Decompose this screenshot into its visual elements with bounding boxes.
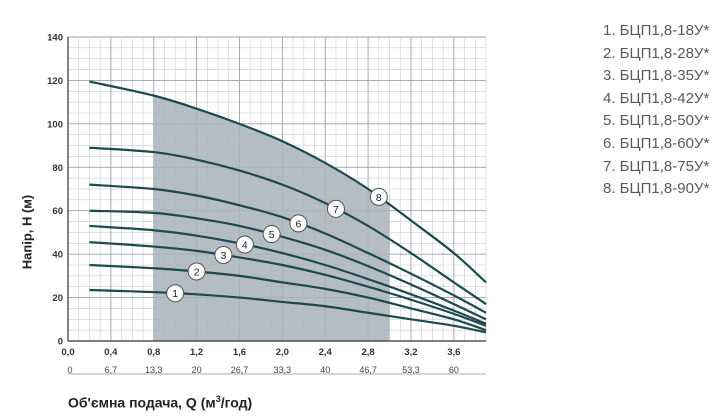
legend-item: 5. БЦП1,8-50У*: [603, 112, 710, 130]
x2-tick-label: 46,7: [359, 365, 377, 375]
legend-item: 3. БЦП1,8-35У*: [603, 67, 710, 85]
x2-tick-label: 40: [320, 365, 330, 375]
curve-series-8: [89, 80, 487, 284]
y-axis-label: Напір, H (м): [19, 194, 35, 270]
curve-marker-8: [369, 187, 388, 206]
axes: [67, 37, 486, 375]
working-range-area: [153, 95, 390, 341]
y-tick-label: 0: [58, 337, 63, 348]
legend-item: 6. БЦП1,8-60У*: [603, 134, 710, 152]
x2-tick-label: 20: [192, 365, 202, 375]
x-tick-label: 2,0: [276, 347, 289, 358]
curve-marker-label-7: 7: [333, 204, 339, 216]
curve-marker-1: [166, 284, 185, 303]
x-tick-label: 2,8: [361, 347, 374, 358]
curve-marker-2: [187, 262, 206, 281]
curve-marker-label-6: 6: [296, 218, 302, 230]
curve-series-2: [89, 263, 487, 332]
curve-marker-label-2: 2: [194, 267, 200, 279]
x-tick-label: 2,4: [319, 347, 333, 358]
x2-tick-label: 6,7: [105, 365, 118, 375]
legend-item: 7. БЦП1,8-75У*: [603, 157, 710, 175]
y-tick-label: 120: [47, 76, 63, 87]
legend: 1. БЦП1,8-18У* 2. БЦП1,8-28У* 3. БЦП1,8-35…: [603, 20, 709, 201]
curve-marker-4: [235, 235, 254, 254]
y-tick-label: 80: [52, 163, 63, 174]
curve-marker-label-8: 8: [376, 192, 382, 204]
curve-series-5: [89, 209, 487, 321]
x-tick-label: 0,0: [61, 347, 74, 358]
y-tick-label: 20: [52, 293, 63, 304]
y-tick-label: 140: [47, 33, 63, 44]
curves: [89, 80, 487, 334]
legend-item: 1. БЦП1,8-18У*: [603, 22, 710, 39]
curve-marker-label-1: 1: [172, 288, 178, 300]
x-axis-label-end: /год): [220, 394, 253, 411]
curve-marker-3: [214, 245, 233, 264]
x2-tick-label: 33,3: [274, 365, 292, 375]
y-tick-label: 100: [47, 119, 63, 130]
curve-marker-5: [262, 225, 281, 244]
x-tick-label: 1,2: [190, 347, 203, 358]
legend-item: 8. БЦП1,8-90У*: [603, 180, 710, 198]
curve-markers: 1 2 3 4 5 6 7 8: [166, 187, 388, 303]
curve-marker-label-3: 3: [220, 250, 226, 262]
legend-item: 4. БЦП1,8-42У*: [603, 89, 710, 107]
x-tick-label: 1,6: [233, 347, 246, 358]
y-tick-label: 40: [52, 250, 63, 261]
curve-series-4: [89, 224, 487, 325]
x-axis-label: Об'ємна подача, Q (м3/год): [68, 394, 252, 411]
curve-marker-6: [289, 214, 308, 233]
x2-tick-label: 60: [449, 365, 459, 375]
x-tick-label: 0,8: [147, 347, 160, 358]
shaded-working-range: [153, 95, 390, 341]
curve-series-3: [89, 241, 487, 327]
x-axis-label-sup: 3: [215, 394, 221, 404]
x2-tick-label: 26,7: [231, 365, 249, 375]
curve-series-7: [89, 146, 487, 305]
x-tick-label: 3,2: [404, 347, 417, 358]
x-tick-label: 0,4: [104, 347, 118, 358]
x-tick-label: 3,6: [447, 347, 460, 358]
curve-marker-label-5: 5: [269, 229, 275, 241]
x-axis-label-main: Об'ємна подача, Q (м: [68, 394, 216, 411]
x2-tick-label: 53,3: [402, 365, 420, 375]
tick-labels: 0,000,46,70,813,31,2201,626,72,033,32,44…: [47, 33, 460, 376]
x2-tick-label: 13,3: [145, 365, 163, 375]
x2-tick-label: 0: [67, 365, 72, 375]
y-tick-label: 60: [52, 206, 63, 217]
legend-item: 2. БЦП1,8-28У*: [603, 44, 710, 62]
curve-marker-label-4: 4: [242, 240, 248, 252]
curve-marker-7: [326, 199, 345, 218]
